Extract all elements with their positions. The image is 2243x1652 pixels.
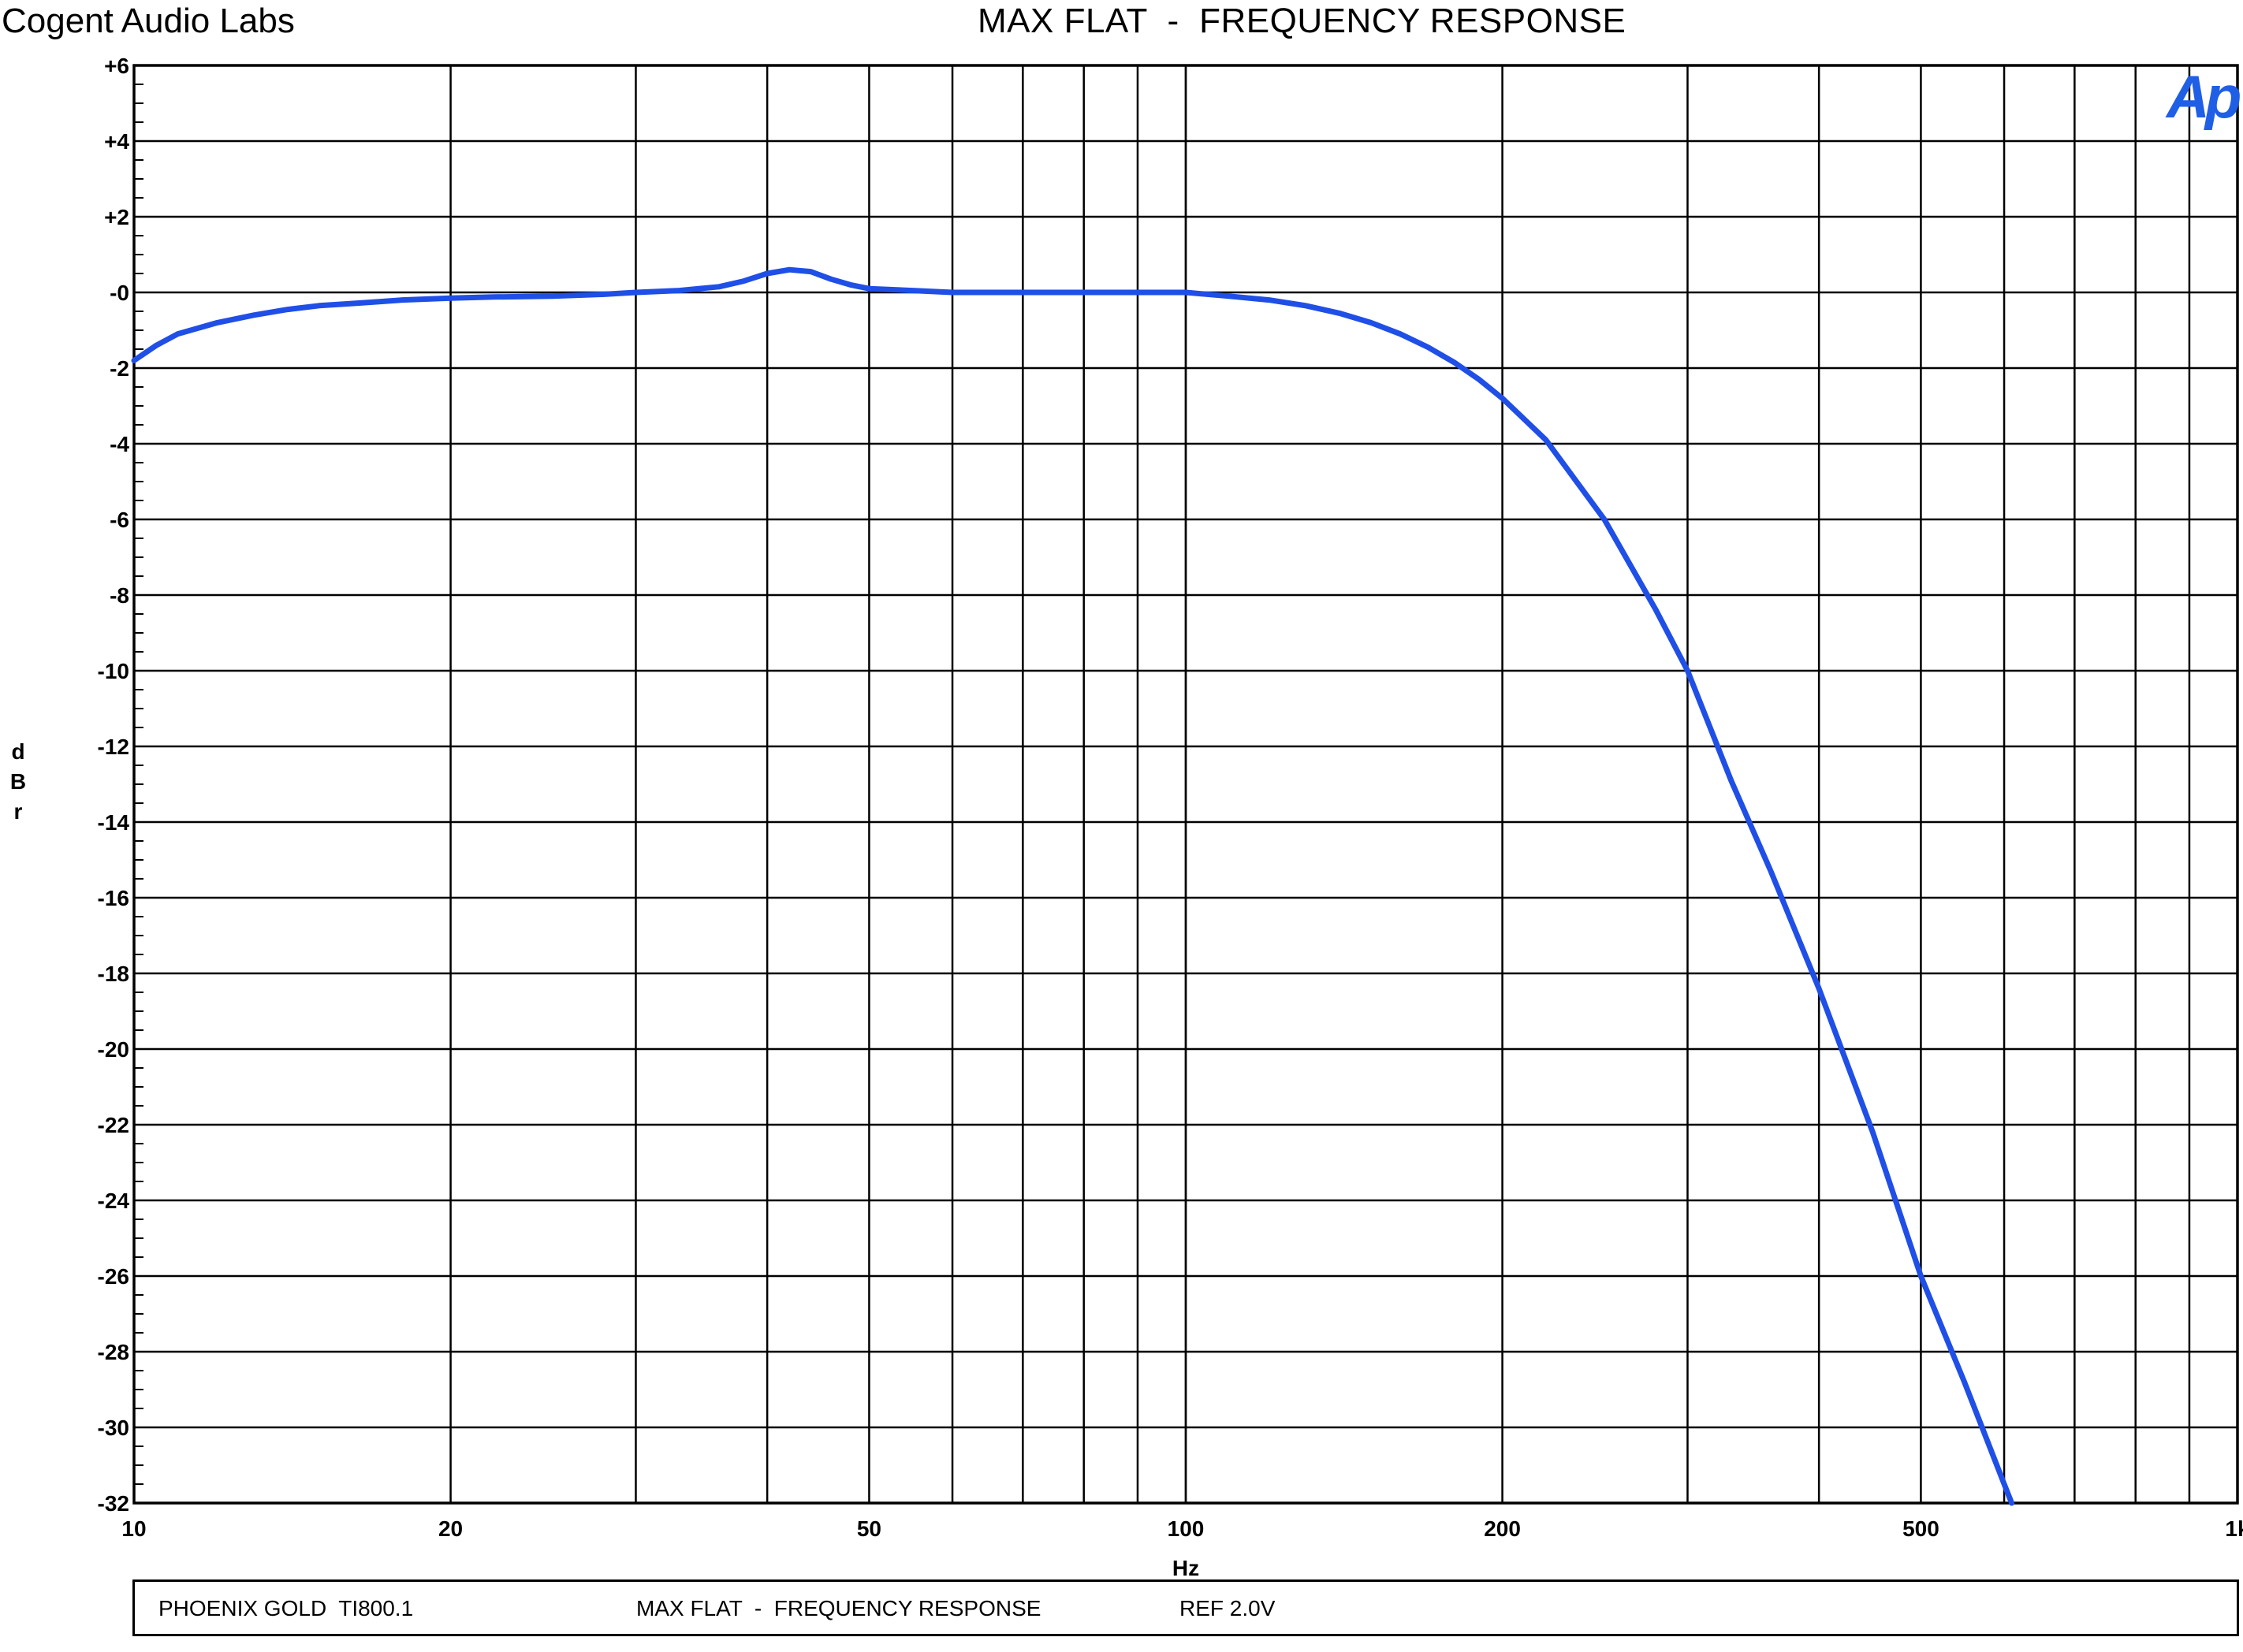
y-tick-label: -12: [98, 735, 129, 759]
y-tick-label: -22: [98, 1113, 129, 1137]
footer-model: PHOENIX GOLD TI800.1: [158, 1596, 414, 1620]
y-tick-label: +4: [104, 129, 129, 154]
y-tick-label: +6: [104, 54, 129, 78]
y-tick-label: -20: [98, 1037, 129, 1062]
footer-info-box: PHOENIX GOLD TI800.1 MAX FLAT - FREQUENC…: [132, 1579, 2239, 1636]
company-name: Cogent Audio Labs: [2, 2, 295, 40]
y-tick-label: -28: [98, 1340, 129, 1364]
y-tick-label: -30: [98, 1416, 129, 1440]
y-tick-label: -8: [110, 583, 129, 608]
y-tick-label: -2: [110, 356, 129, 381]
y-tick-label: -32: [98, 1491, 129, 1516]
x-tick-label: 10: [121, 1516, 146, 1541]
x-tick-label: 500: [1902, 1516, 1939, 1541]
x-tick-label: 200: [1484, 1516, 1521, 1541]
x-tick-label: 1k: [2225, 1516, 2243, 1541]
y-tick-label: -10: [98, 659, 129, 683]
y-axis-label-b: B: [9, 769, 27, 794]
x-tick-label: 50: [857, 1516, 881, 1541]
y-axis-label-r: r: [13, 799, 23, 824]
y-tick-label: -26: [98, 1264, 129, 1289]
x-tick-label: 20: [438, 1516, 463, 1541]
y-tick-label: -18: [98, 962, 129, 986]
y-tick-label: -6: [110, 508, 129, 532]
y-tick-label: -16: [98, 886, 129, 910]
footer-test-name: MAX FLAT - FREQUENCY RESPONSE: [636, 1596, 1041, 1620]
plot-frame: [132, 64, 2239, 1505]
response-curve: [131, 266, 2015, 1506]
x-tick-label: 100: [1168, 1516, 1205, 1541]
footer-reference: REF 2.0V: [1179, 1596, 1276, 1620]
ap-logo: Ap: [2167, 64, 2241, 131]
chart-title: MAX FLAT - FREQUENCY RESPONSE: [978, 2, 1626, 40]
y-tick-label: -24: [98, 1189, 130, 1213]
y-tick-label: -0: [110, 281, 129, 305]
y-axis-label-d: d: [11, 739, 25, 764]
y-tick-label: -4: [110, 432, 129, 456]
y-tick-label: -14: [98, 810, 130, 835]
y-tick-label: +2: [104, 205, 129, 229]
y-axis-label: d B r: [6, 737, 30, 827]
x-axis-label: Hz: [1172, 1556, 1199, 1580]
